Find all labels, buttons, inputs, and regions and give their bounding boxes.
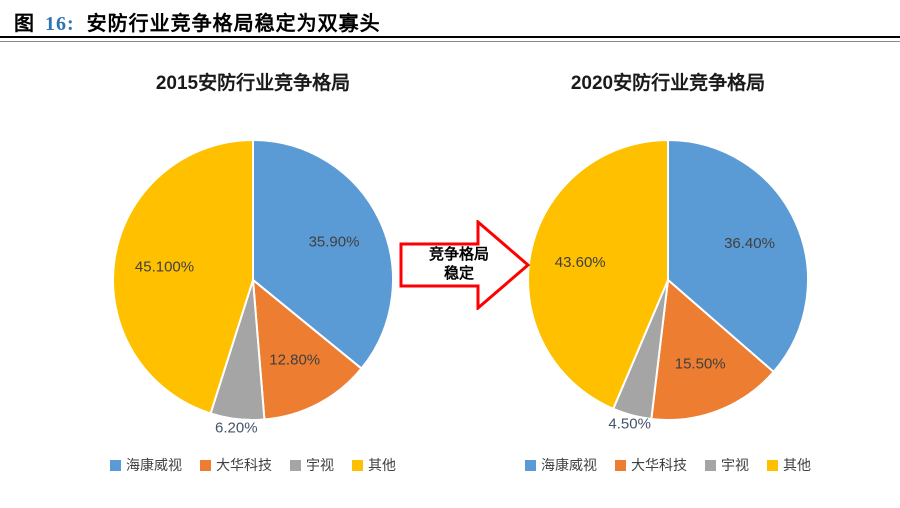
legend-0: 海康威视 大华科技 宇视 其他 (73, 453, 433, 477)
legend-item-1: 大华科技 (615, 455, 687, 475)
legend-1: 海康威视 大华科技 宇视 其他 (488, 453, 848, 477)
pie-label-3: 43.60% (555, 254, 606, 271)
legend-item-0: 海康威视 (525, 455, 597, 475)
pie-slice-0 (252, 139, 394, 370)
legend-swatch-icon (705, 459, 716, 471)
pie-label-1: 12.80% (269, 351, 320, 368)
arrow-shape (399, 220, 531, 310)
legend-swatch-icon (200, 459, 211, 471)
header-rule-thick (0, 36, 900, 38)
legend-label: 大华科技 (216, 457, 272, 473)
legend-item-3: 其他 (352, 455, 396, 475)
figure-title: 安防行业竞争格局稳定为双寡头 (86, 13, 381, 35)
figure-label: 图 (14, 13, 35, 35)
transition-arrow: 竞争格局 稳定 (399, 220, 533, 310)
legend-item-2: 宇视 (705, 455, 749, 475)
legend-swatch-icon (767, 459, 778, 471)
header-rule-thin (0, 41, 900, 42)
legend-swatch-icon (290, 459, 301, 471)
figure-number: 16: (45, 13, 75, 35)
figure-header: 图 16: 安防行业竞争格局稳定为双寡头 (0, 0, 900, 36)
legend-label: 海康威视 (541, 457, 597, 473)
legend-swatch-icon (110, 459, 121, 471)
left-chart-title: 2015安防行业竞争格局 (155, 73, 351, 94)
pie-svg-0: 35.90% 12.80% 6.20% 45.100% (112, 139, 394, 437)
pie-label-2: 6.20% (215, 420, 258, 437)
pie-label-0: 35.90% (309, 234, 360, 251)
pie-slice-3 (527, 139, 669, 410)
pie-label-3: 45.100% (135, 258, 194, 275)
legend-item-2: 宇视 (290, 455, 334, 475)
pie-label-1: 15.50% (675, 356, 726, 373)
legend-swatch-icon (352, 459, 363, 471)
legend-label: 其他 (368, 457, 396, 473)
right-arrow-icon (399, 220, 531, 310)
legend-swatch-icon (525, 459, 536, 471)
arrow-label-line1: 竞争格局 (428, 246, 489, 263)
right-chart-title: 2020安防行业竞争格局 (570, 73, 766, 94)
pie-label-0: 36.40% (724, 235, 775, 252)
arrow-label: 竞争格局 稳定 (407, 245, 511, 283)
pie-label-2: 4.50% (608, 415, 651, 432)
legend-label: 大华科技 (631, 457, 687, 473)
legend-label: 宇视 (306, 457, 334, 473)
legend-item-0: 海康威视 (110, 455, 182, 475)
arrow-label-line2: 稳定 (443, 265, 474, 282)
pie-slice-0 (667, 139, 809, 373)
pie-slice-1 (252, 279, 363, 421)
legend-label: 宇视 (721, 457, 749, 473)
pie-svg-1: 36.40% 15.50% 4.50% 43.60% (527, 139, 809, 432)
legend-label: 海康威视 (126, 457, 182, 473)
legend-item-1: 大华科技 (200, 455, 272, 475)
legend-swatch-icon (615, 459, 626, 471)
legend-label: 其他 (783, 457, 811, 473)
pie-slice-3 (112, 139, 254, 415)
pie-slice-1 (650, 279, 775, 421)
legend-item-3: 其他 (767, 455, 811, 475)
